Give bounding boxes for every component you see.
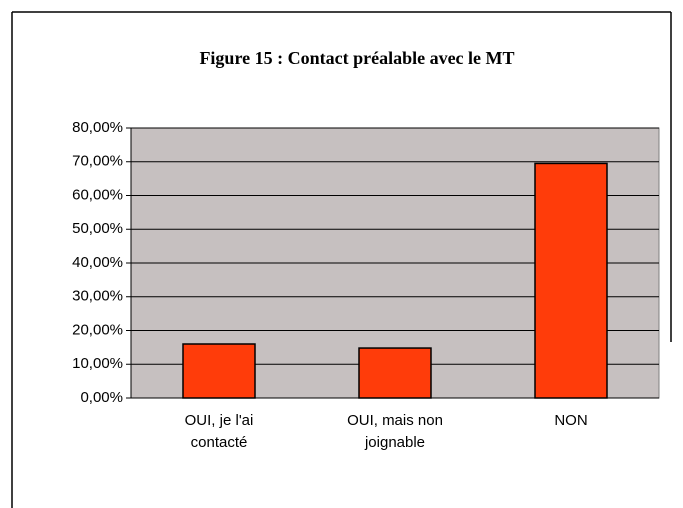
bar (182, 343, 256, 399)
y-tick-label: 20,00% (72, 321, 123, 338)
y-tick-label: 70,00% (72, 153, 123, 170)
y-tick-label: 60,00% (72, 186, 123, 203)
y-tick-label: 50,00% (72, 220, 123, 237)
bar (534, 162, 608, 399)
y-tick-label: 10,00% (72, 355, 123, 372)
y-tick-label: 40,00% (72, 254, 123, 271)
chart-title: Figure 15 : Contact préalable avec le MT (199, 48, 514, 68)
x-tick-label: NON (554, 412, 588, 429)
bar (358, 347, 432, 399)
x-tick-label: OUI, je l'ai contacté (184, 412, 254, 451)
y-tick-label: 30,00% (72, 288, 123, 305)
x-tick-label: OUI, mais non joignable (347, 412, 443, 451)
y-tick-label: 80,00% (72, 119, 123, 136)
y-tick-label: 0,00% (80, 389, 123, 406)
